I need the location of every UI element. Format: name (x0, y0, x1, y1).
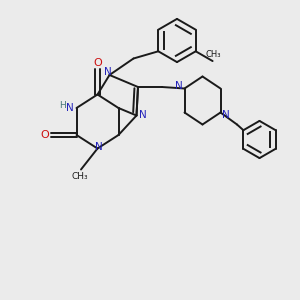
Text: N: N (139, 110, 147, 121)
Text: N: N (222, 110, 230, 120)
Text: H: H (59, 101, 65, 110)
Text: N: N (66, 103, 74, 113)
Text: O: O (40, 130, 49, 140)
Text: N: N (95, 142, 103, 152)
Text: N: N (104, 67, 112, 77)
Text: CH₃: CH₃ (71, 172, 88, 181)
Text: CH₃: CH₃ (206, 50, 221, 59)
Text: N: N (175, 81, 183, 91)
Text: O: O (93, 58, 102, 68)
